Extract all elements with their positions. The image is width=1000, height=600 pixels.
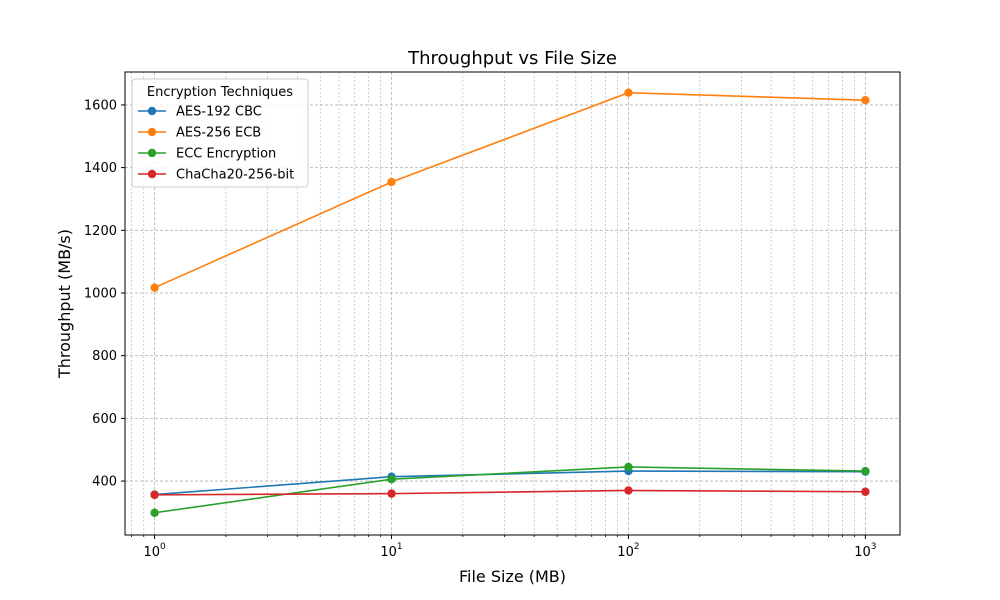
data-point-ecc-encryption [150,508,159,517]
series-line-ecc-encryption [154,466,866,514]
legend-title: Encryption Techniques [147,85,293,100]
data-point-aes-256-ecb [387,177,396,187]
y-tick-label: 1400 [84,161,117,176]
legend-label-aes-192-cbc: AES-192 CBC [176,105,262,120]
x-tick-label: 102 [617,542,639,560]
series-layer [150,88,870,517]
data-point-chacha20-256-bit [624,486,633,495]
data-point-aes-256-ecb [150,283,159,292]
legend-box [131,78,309,188]
data-point-ecc-encryption [624,462,633,472]
legend-label-ecc-encryption: ECC Encryption [176,147,276,162]
x-tick-label: 101 [380,542,402,560]
y-tick-label: 1200 [84,224,117,239]
chart-title: Throughput vs File Size [407,48,617,69]
legend-label-aes-256-ecb: AES-256 ECB [176,126,261,141]
data-point-chacha20-256-bit [387,489,396,498]
y-tick-label: 800 [92,349,117,364]
y-tick-label: 1600 [84,98,117,113]
legend-marker-aes-192-cbc [147,106,157,116]
data-point-ecc-encryption [861,466,870,476]
y-axis-label: Throughput (MB/s) [55,229,74,379]
plot-frame [124,71,901,536]
x-axis: 100 101 102 103 [131,535,877,560]
legend-marker-chacha20-256-bit [147,169,157,179]
series-line-aes-256-ecb [154,91,866,289]
data-point-chacha20-256-bit [861,487,870,496]
data-point-aes-256-ecb [861,96,870,105]
y-tick-label: 1000 [84,286,117,301]
data-point-ecc-encryption [387,475,396,484]
y-tick-label: 400 [92,475,117,490]
data-point-chacha20-256-bit [150,490,159,500]
legend-marker-ecc-encryption [147,148,157,158]
series-line-chacha20-256-bit [154,489,866,496]
y-tick-label: 600 [92,412,117,427]
x-axis-label: File Size (MB) [459,567,566,586]
x-tick-label: 103 [854,542,876,560]
legend-marker-aes-256-ecb [147,127,157,137]
y-axis: 400 600 800 1000 1200 1400 1600 [84,98,125,490]
legend-label-chacha20-256-bit: ChaCha20-256-bit [176,168,294,183]
x-tick-label: 100 [143,542,166,560]
legend: Encryption Techniques AES-192 CBC AES-256… [131,78,309,188]
data-point-aes-256-ecb [624,88,633,97]
